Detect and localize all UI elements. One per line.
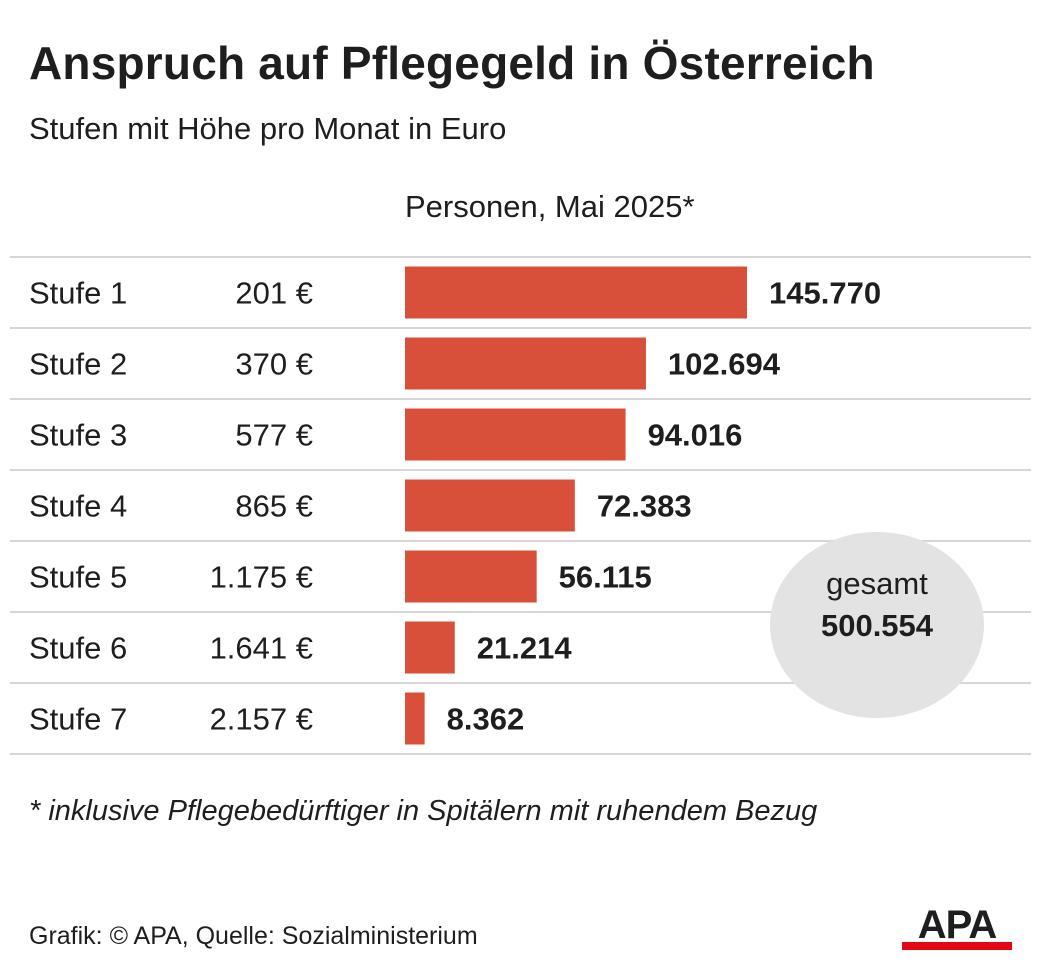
category-label: Stufe 3 (29, 418, 127, 453)
bar (405, 337, 646, 390)
source-credit: Grafik: © APA, Quelle: Sozialministerium (29, 922, 478, 950)
bar (405, 408, 626, 461)
category-label: Stufe 5 (29, 560, 127, 595)
apa-logo: APA (902, 903, 1012, 950)
value-label: 102.694 (668, 347, 781, 382)
amount-label: 577 € (235, 418, 313, 453)
total-label: gesamt (826, 566, 928, 601)
total-circle: gesamt 500.554 (770, 532, 984, 718)
amount-label: 865 € (235, 489, 313, 524)
bar (405, 479, 575, 532)
value-label: 72.383 (597, 489, 692, 524)
category-label: Stufe 2 (29, 347, 127, 382)
amount-label: 370 € (235, 347, 313, 382)
column-header: Personen, Mai 2025* (405, 189, 695, 224)
value-label: 21.214 (477, 631, 573, 666)
bar (405, 621, 455, 674)
bar (405, 266, 747, 319)
category-label: Stufe 1 (29, 276, 127, 311)
total-value: 500.554 (820, 608, 934, 643)
bar (405, 550, 537, 603)
value-label: 56.115 (559, 560, 652, 595)
chart-subtitle: Stufen mit Höhe pro Monat in Euro (29, 111, 507, 146)
amount-label: 1.175 € (210, 560, 313, 595)
category-label: Stufe 6 (29, 631, 127, 666)
value-label: 8.362 (447, 702, 525, 737)
value-label: 94.016 (648, 418, 743, 453)
value-label: 145.770 (769, 276, 881, 311)
bar (405, 692, 425, 745)
footnote: * inklusive Pflegebedürftiger in Spitäle… (29, 795, 818, 827)
chart-title: Anspruch auf Pflegegeld in Österreich (29, 37, 875, 89)
category-label: Stufe 4 (29, 489, 127, 524)
category-label: Stufe 7 (29, 702, 127, 737)
amount-label: 201 € (235, 276, 313, 311)
logo-text: APA (918, 903, 997, 947)
amount-label: 2.157 € (210, 702, 313, 737)
amount-label: 1.641 € (210, 631, 313, 666)
